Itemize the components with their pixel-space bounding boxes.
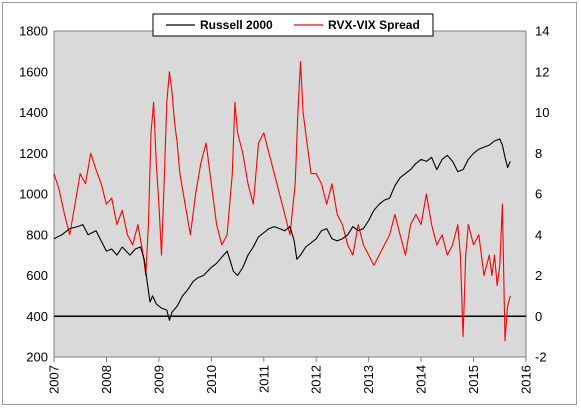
legend: Russell 2000 RVX-VIX Spread <box>152 13 434 37</box>
x-axis-tick-label: 2016 <box>519 365 534 394</box>
x-axis-tick-label: 2009 <box>151 365 166 394</box>
right-axis-tick-label: 2 <box>535 268 542 283</box>
legend-label-rvx-vix-spread: RVX-VIX Spread <box>328 18 420 32</box>
x-axis-tick-label: 2012 <box>309 365 324 394</box>
x-axis-tick-label: 2014 <box>414 365 429 394</box>
right-axis-tick-label: 14 <box>535 24 549 39</box>
chart-frame: 200 400 600 800 1000 1200 1400 1600 1800 -2 0 2 4 6 8… <box>2 2 577 405</box>
right-axis-tick-label: 0 <box>535 309 542 324</box>
left-axis-ticks: 200 400 600 800 1000 1200 1400 1600 1800 <box>19 24 48 365</box>
left-axis-tick-label: 1400 <box>19 105 48 120</box>
right-axis-tick-label: 4 <box>535 227 542 242</box>
left-axis-tick-label: 600 <box>26 268 48 283</box>
left-axis-tick-label: 800 <box>26 227 48 242</box>
right-axis-ticks: -2 0 2 4 6 8 10 12 14 <box>535 24 549 365</box>
left-axis-tick-label: 200 <box>26 350 48 365</box>
series-line-russell-2000 <box>53 138 511 321</box>
x-axis-tick-label: 2007 <box>47 365 62 394</box>
right-axis-tick-label: 8 <box>535 146 542 161</box>
x-axis-tick-label: 2011 <box>256 365 271 393</box>
right-axis-tick-label: 12 <box>535 64 549 79</box>
plot-area <box>53 30 527 358</box>
left-axis-tick-label: 1800 <box>19 24 48 39</box>
left-axis-tick-label: 1200 <box>19 146 48 161</box>
x-axis-tick-label: 2008 <box>99 365 114 394</box>
x-axis-tick-label: 2013 <box>361 365 376 394</box>
left-axis-tick-label: 1600 <box>19 64 48 79</box>
x-axis-tick-label: 2010 <box>204 365 219 394</box>
legend-label-russell-2000: Russell 2000 <box>200 18 273 32</box>
left-axis-tick-label: 1000 <box>19 187 48 202</box>
x-axis-ticks: 2007 2008 2009 2010 2011 2012 2013 2014 2015 2016 <box>47 357 534 394</box>
right-axis-tick-label: 10 <box>535 105 549 120</box>
legend-box <box>152 13 434 37</box>
left-axis-tick-label: 400 <box>26 309 48 324</box>
x-axis-tick-label: 2015 <box>466 365 481 394</box>
chart-canvas: 200 400 600 800 1000 1200 1400 1600 1800 -2 0 2 4 6 8… <box>19 13 549 394</box>
right-axis-tick-label: 6 <box>535 187 542 202</box>
series-layer <box>53 61 511 342</box>
right-axis-tick-label: -2 <box>535 350 547 365</box>
